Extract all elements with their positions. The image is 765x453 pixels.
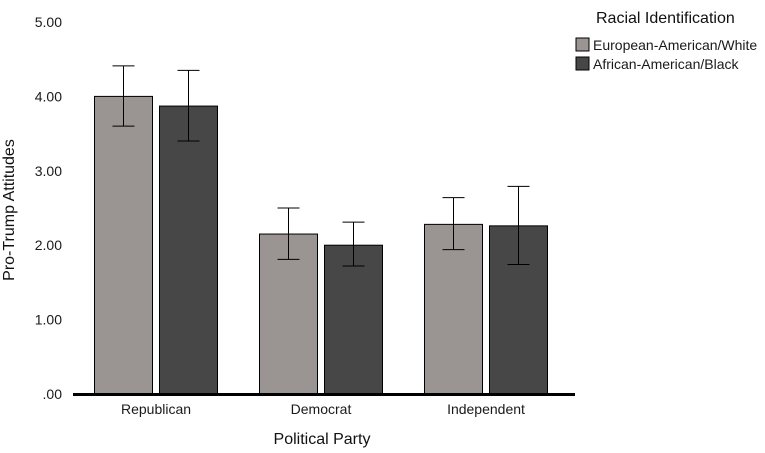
y-axis-title: Pro-Trump Attitudes [1,139,18,281]
legend-swatch-african-american-black [575,56,590,71]
bars-group [94,95,548,395]
y-tick-label: 2.00 [35,237,62,253]
y-tick-label: .00 [43,386,63,402]
y-tick-label: 4.00 [35,88,62,104]
y-tick-label: 1.00 [35,312,62,328]
x-tick-label-republican: Republican [121,401,191,417]
legend-title: Racial Identification [596,10,735,27]
legend-label-european-american-white: European-American/White [593,37,757,53]
x-axis-tick-labels: Republican Democrat Independent [121,401,525,417]
legend-swatch-european-american-white [575,37,590,52]
x-axis-title: Political Party [274,431,371,448]
bar-republican-series-1 [159,105,218,395]
error-bars-group [112,65,530,267]
y-tick-label: 5.00 [35,14,62,30]
x-tick-label-independent: Independent [447,401,525,417]
y-axis-ticks: .00 1.00 2.00 3.00 4.00 5.00 [35,14,62,402]
legend-label-african-american-black: African-American/Black [593,56,739,72]
y-tick-label: 3.00 [35,163,62,179]
bar-republican-series-0 [94,95,153,395]
bar-independent-series-0 [424,223,483,395]
bar-democrat-series-1 [324,244,383,395]
bar-democrat-series-0 [259,233,318,395]
x-tick-label-democrat: Democrat [291,401,352,417]
legend: Racial Identification European-American/… [575,10,757,72]
